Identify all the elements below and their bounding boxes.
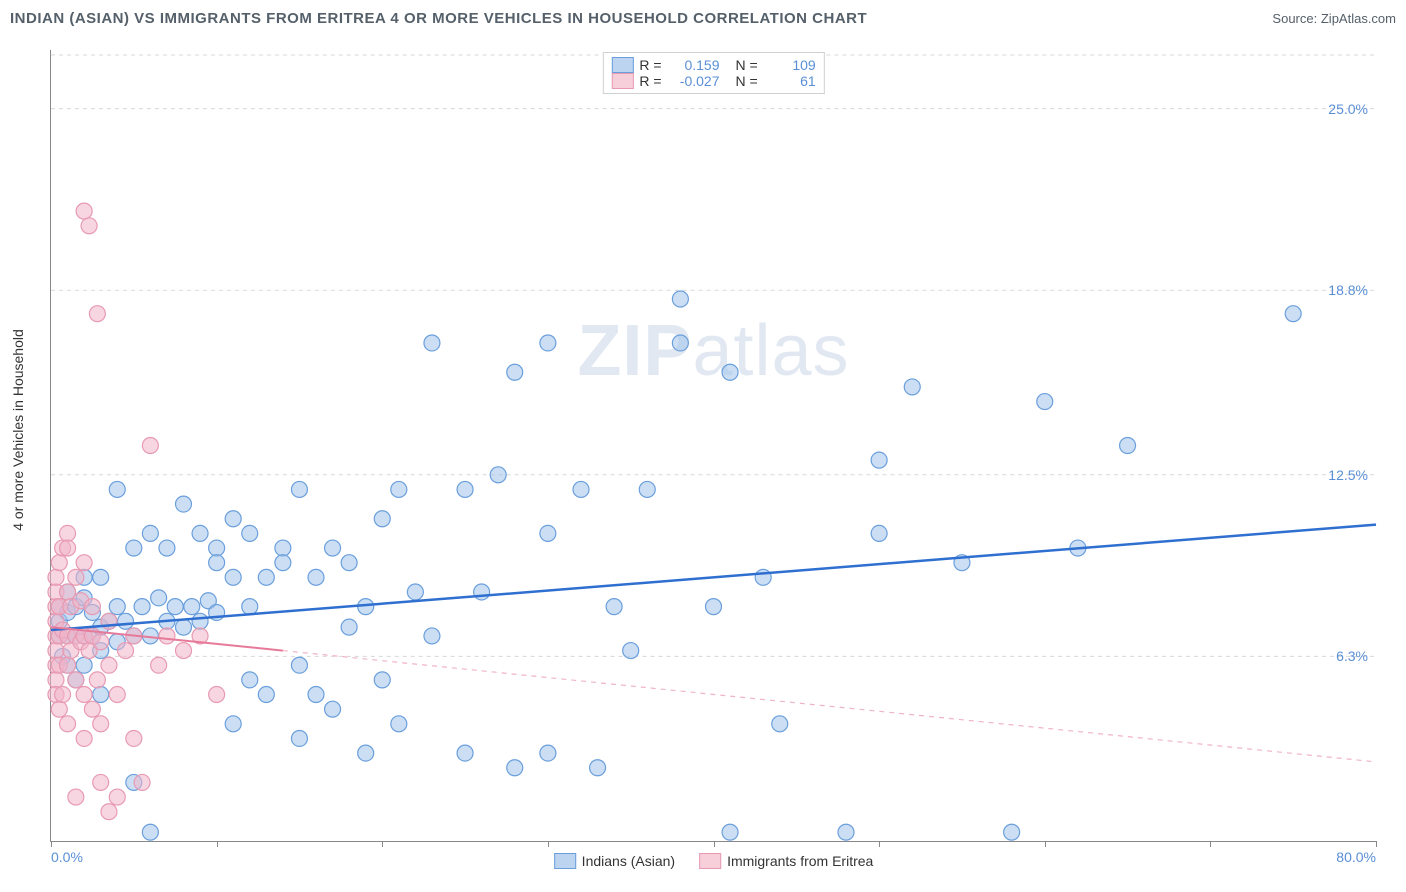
legend-series-label: Indians (Asian): [582, 853, 675, 869]
x-tick: [879, 841, 880, 847]
r-value: 0.159: [668, 57, 720, 73]
x-tick: [548, 841, 549, 847]
legend-series-item: Indians (Asian): [554, 853, 675, 869]
r-label: R =: [639, 73, 661, 89]
title-bar: INDIAN (ASIAN) VS IMMIGRANTS FROM ERITRE…: [10, 10, 1396, 27]
plot-svg: [51, 50, 1376, 841]
source-label: Source:: [1272, 11, 1317, 26]
x-tick: [1376, 841, 1377, 847]
legend-series: Indians (Asian) Immigrants from Eritrea: [554, 853, 874, 869]
legend-correlation-row: R = -0.027 N = 61: [611, 73, 815, 89]
legend-swatch: [699, 853, 721, 869]
x-tick: [714, 841, 715, 847]
legend-swatch: [611, 57, 633, 73]
source-link[interactable]: ZipAtlas.com: [1321, 11, 1396, 26]
y-tick-label: 12.5%: [1328, 467, 1368, 483]
plot-area: ZIPatlas R = 0.159 N = 109 R = -0.027 N …: [50, 50, 1376, 842]
n-label: N =: [736, 57, 758, 73]
chart-title: INDIAN (ASIAN) VS IMMIGRANTS FROM ERITRE…: [10, 10, 867, 27]
x-tick: [217, 841, 218, 847]
y-tick-label: 6.3%: [1336, 648, 1368, 664]
x-tick: [1045, 841, 1046, 847]
legend-correlation-row: R = 0.159 N = 109: [611, 57, 815, 73]
legend-series-label: Immigrants from Eritrea: [727, 853, 873, 869]
source: Source: ZipAtlas.com: [1272, 11, 1396, 26]
y-tick-label: 25.0%: [1328, 101, 1368, 117]
y-tick-label: 18.8%: [1328, 282, 1368, 298]
n-value: 61: [764, 73, 816, 89]
n-label: N =: [736, 73, 758, 89]
legend-series-item: Immigrants from Eritrea: [699, 853, 873, 869]
legend-swatch: [611, 73, 633, 89]
x-tick: [1210, 841, 1211, 847]
x-tick: [51, 841, 52, 847]
legend-swatch: [554, 853, 576, 869]
x-tick-label: 80.0%: [1336, 849, 1376, 865]
r-label: R =: [639, 57, 661, 73]
n-value: 109: [764, 57, 816, 73]
legend-correlation: R = 0.159 N = 109 R = -0.027 N = 61: [602, 52, 824, 94]
x-tick-label: 0.0%: [51, 849, 83, 865]
r-value: -0.027: [668, 73, 720, 89]
x-tick: [382, 841, 383, 847]
y-axis-label: 4 or more Vehicles in Household: [10, 329, 26, 531]
